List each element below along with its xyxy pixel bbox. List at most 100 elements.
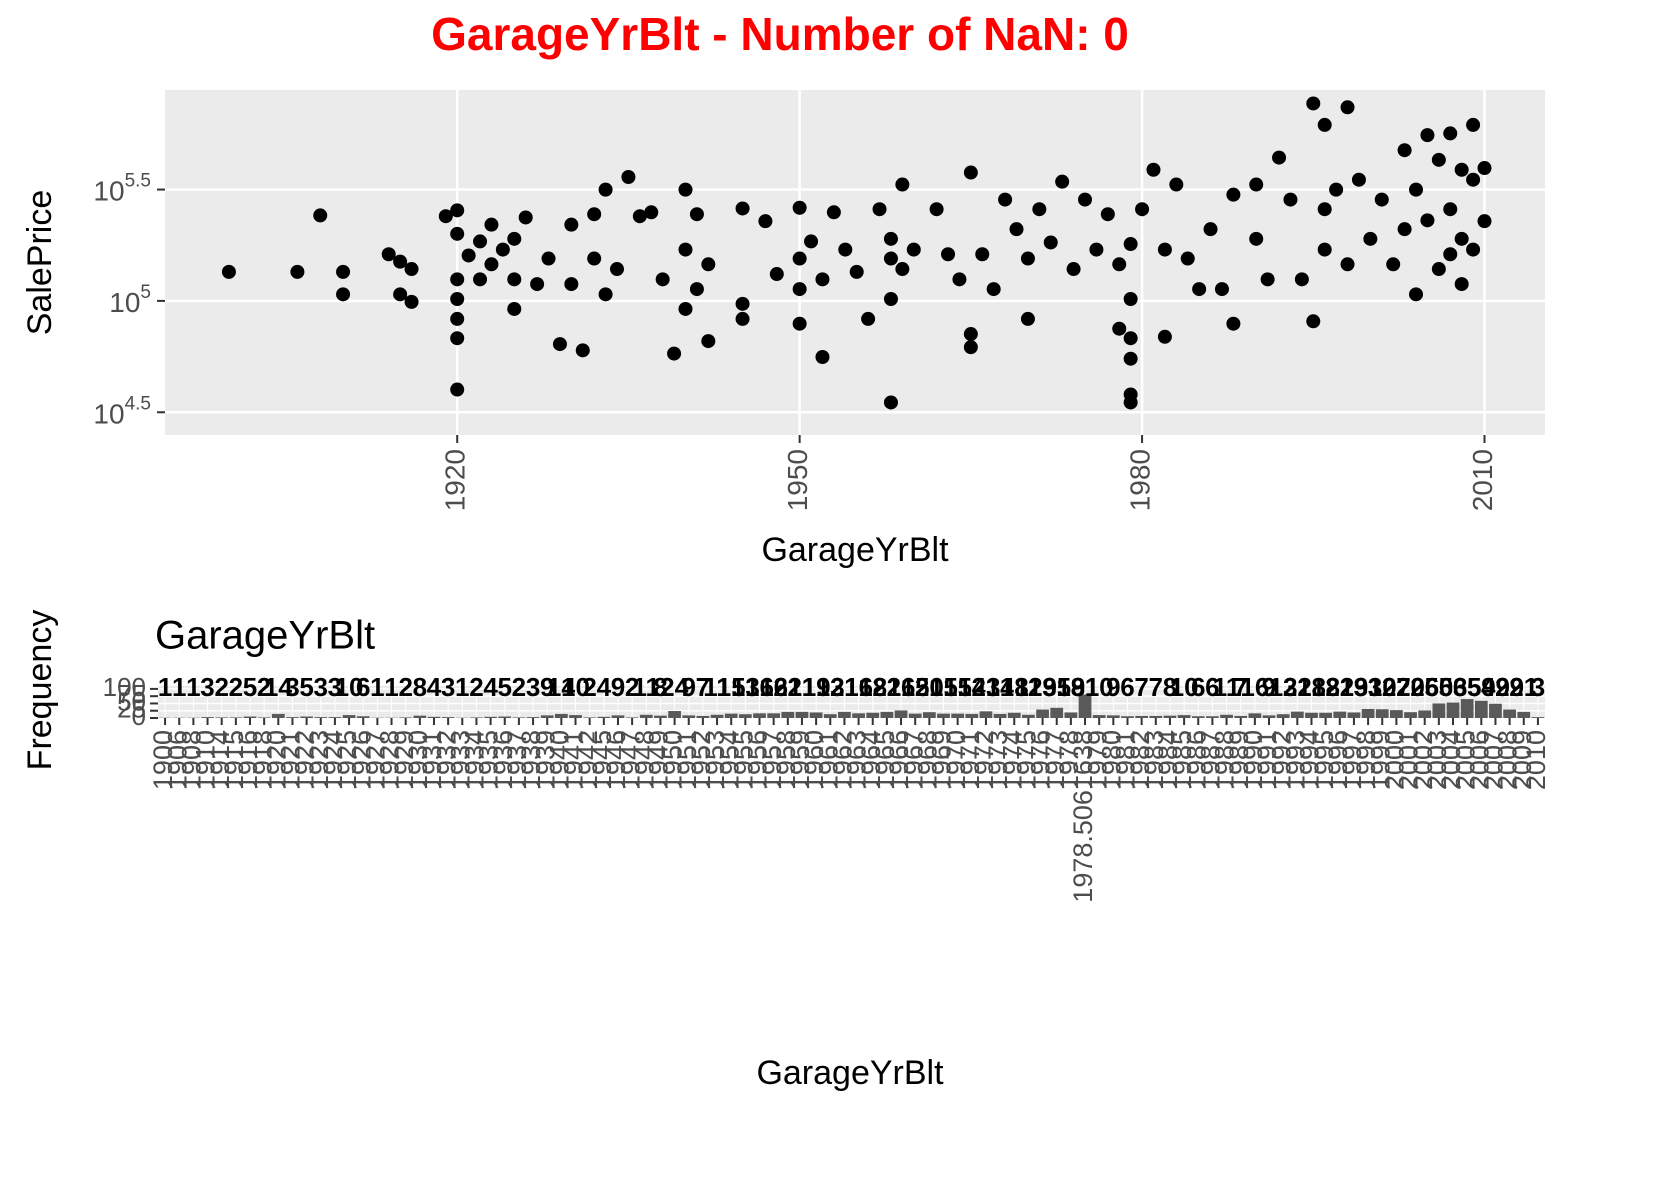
x-tick-label: 1984 [1153, 730, 1183, 790]
x-tick-label: 1951 [672, 730, 702, 790]
bar [809, 712, 823, 718]
x-tick-label: 1925 [332, 730, 362, 790]
x-tick-label: 1982 [1125, 730, 1155, 790]
x-tick-label: 1918 [247, 730, 277, 790]
point [1123, 395, 1138, 410]
point [758, 214, 773, 229]
x-tick-label: 1965 [870, 730, 900, 790]
tick-base: 10 [93, 399, 124, 430]
value-label: 1 [186, 672, 200, 702]
point [404, 262, 419, 277]
x-tick-label: 1987 [1196, 730, 1226, 790]
point [1420, 128, 1435, 143]
value-label: 2 [214, 672, 228, 702]
bar [937, 713, 950, 718]
x-tick-label: 1962 [828, 730, 858, 790]
x-tick-label: 2003 [1422, 730, 1452, 790]
bar [1149, 715, 1163, 718]
x-tick-label: 1952 [686, 730, 716, 790]
subplot-title: GarageYrBlt [155, 614, 375, 658]
bar [215, 717, 229, 718]
x-tick-label: 1978 [1054, 730, 1084, 790]
bar [201, 717, 214, 718]
bar [1333, 711, 1347, 718]
value-label: 26 [887, 672, 916, 702]
point [587, 251, 602, 266]
point [450, 272, 465, 287]
bar [1121, 716, 1134, 718]
bar [1517, 711, 1531, 718]
value-label: 6 [1191, 672, 1205, 702]
point [735, 296, 750, 311]
tick-exponent: 4.5 [125, 393, 151, 414]
point [393, 254, 408, 269]
x-tick-label: 1995 [1309, 730, 1339, 790]
point [1169, 177, 1184, 192]
bar [979, 711, 993, 718]
point [1260, 272, 1275, 287]
x-tick-label: 1915 [219, 730, 249, 790]
point [1214, 282, 1229, 297]
point [883, 251, 898, 266]
value-label: 23 [971, 672, 1000, 702]
x-tick-label: 1997 [1337, 730, 1367, 790]
point [1420, 213, 1435, 228]
bar [823, 714, 837, 718]
bar [611, 715, 625, 718]
x-tick-label: 1947 [615, 730, 645, 790]
x-tick-label: 1957 [757, 730, 787, 790]
bar [1248, 713, 1262, 718]
point [655, 272, 670, 287]
point [883, 291, 898, 306]
bar [682, 715, 696, 718]
value-label: 3 [328, 672, 342, 702]
x-tick-label: 1972 [969, 730, 999, 790]
x-tick-label: 1969 [927, 730, 957, 790]
point [941, 247, 956, 262]
point [450, 226, 465, 241]
y-tick-label: 105.5 [93, 171, 151, 207]
point [792, 251, 807, 266]
value-label: 21 [1509, 672, 1538, 702]
point [621, 170, 636, 185]
value-label: 19 [1339, 672, 1368, 702]
x-tick-label: 1920 [261, 730, 291, 790]
value-label: 29 [1495, 672, 1524, 702]
bar [356, 716, 370, 718]
bar [526, 717, 540, 718]
value-label: 15 [929, 672, 958, 702]
point [849, 264, 864, 279]
value-label: 15 [717, 672, 746, 702]
point [1317, 202, 1332, 217]
x-tick-label: 1931 [417, 730, 447, 790]
point [1123, 237, 1138, 252]
x-tick-label: 1949 [644, 730, 674, 790]
value-label: 9 [682, 672, 696, 702]
value-label: 5 [243, 672, 257, 702]
point [290, 264, 305, 279]
x-tick-label: 1975 [1012, 730, 1042, 790]
point [1283, 192, 1298, 207]
point [1112, 321, 1127, 336]
x-tick-label: 1932 [431, 730, 461, 790]
value-label: 15 [901, 672, 930, 702]
value-label: 11 [633, 672, 661, 702]
bar [1078, 694, 1092, 718]
value-label: 18 [1297, 672, 1326, 702]
value-label: 8 [653, 672, 667, 702]
point [906, 242, 921, 257]
tick-exponent: 5 [140, 282, 151, 303]
point [1443, 126, 1458, 141]
x-tick-label: 1900 [148, 730, 178, 790]
value-label: 14 [986, 672, 1015, 702]
x-tick-label: 1999 [1365, 730, 1395, 790]
value-label: 11 [1213, 672, 1241, 702]
x-tick-label: 1991 [1252, 730, 1282, 790]
point [1386, 257, 1401, 272]
point [678, 182, 693, 197]
x-tick-label: 1935 [474, 730, 504, 790]
bar [908, 713, 922, 718]
value-label: 16 [745, 672, 774, 702]
value-label: 35 [1042, 672, 1071, 702]
point [963, 165, 978, 180]
